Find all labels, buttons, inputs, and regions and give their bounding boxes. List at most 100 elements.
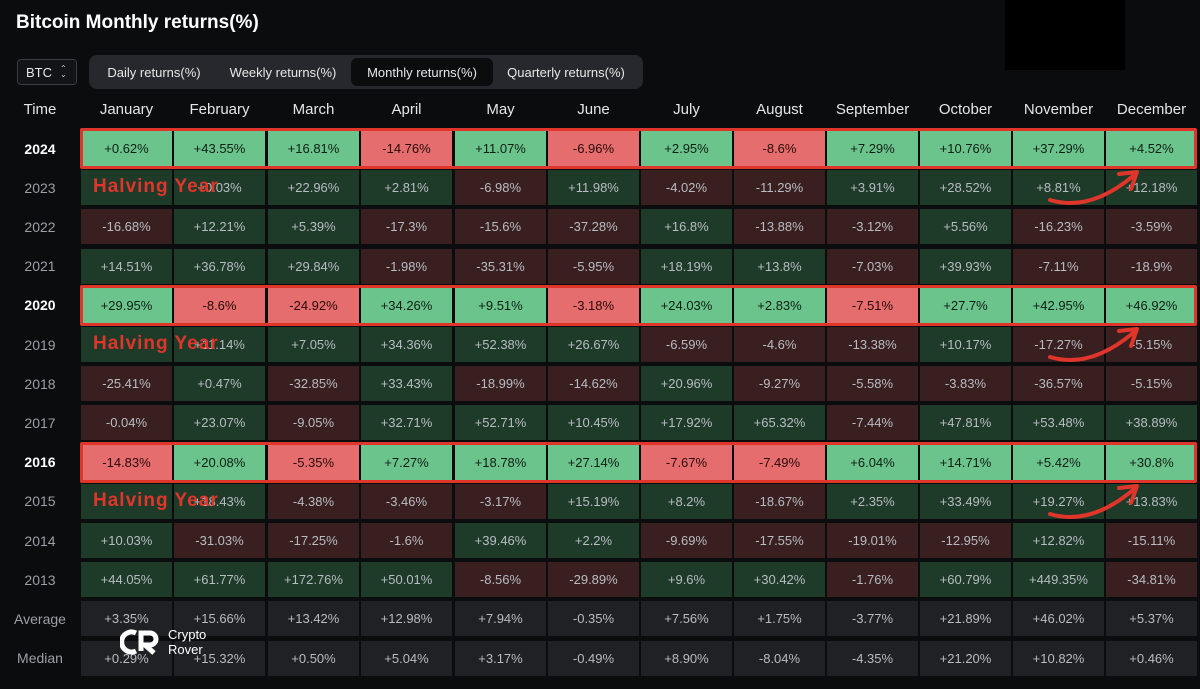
halving-year-label: Halving Year [93, 489, 219, 511]
return-cell: -0.35% [548, 601, 639, 637]
return-cell: +21.20% [920, 640, 1011, 676]
return-cell: -8.6% [734, 131, 825, 166]
return-cell: -18.99% [455, 366, 546, 402]
return-cell: +36.78% [174, 248, 265, 284]
row-label: 2018 [24, 375, 56, 392]
halving-year-label: Halving Year [93, 176, 219, 198]
year-row: 2021 +14.51% +36.78% +29.84% -1.98% -35.31% -5… [0, 247, 1200, 286]
return-cell: -6.98% [455, 170, 546, 206]
return-cell: +60.79% [920, 562, 1011, 598]
return-cell: -6.59% [641, 327, 732, 362]
return-cell: +8.2% [641, 483, 732, 519]
return-cell: +6.04% [827, 444, 918, 480]
return-cell: -13.88% [734, 209, 825, 245]
year-row: 2024 +0.62% +43.55% +16.81% -14.76% +11.07% -6… [0, 129, 1200, 168]
return-cell: +29.84% [268, 248, 359, 284]
return-cell: +4.52% [1106, 131, 1197, 166]
return-cell: +7.05% [268, 327, 359, 362]
return-cell: -7.49% [734, 444, 825, 480]
tab-weekly[interactable]: Weekly returns(%) [229, 64, 337, 80]
return-cell: +11.98% [548, 170, 639, 206]
return-cell: +28.52% [920, 170, 1011, 206]
return-cell: +15.32% [174, 640, 265, 676]
return-cell: +0.46% [1106, 640, 1197, 676]
return-cell: +52.38% [455, 327, 546, 362]
return-cell: +53.48% [1013, 405, 1104, 441]
return-cell: -0.49% [548, 640, 639, 676]
return-cell: -5.95% [548, 248, 639, 284]
return-cell: +30.42% [734, 562, 825, 598]
row-label: 2013 [24, 571, 56, 588]
return-cell: -25.41% [81, 366, 172, 402]
return-cell [81, 327, 172, 362]
return-cell: -9.27% [734, 366, 825, 402]
year-row: 2023 +0.03% +22.96% +2.81% -6.98% +11.98% -4.0… [0, 168, 1200, 207]
return-cell: +14.71% [920, 444, 1011, 480]
tab-daily[interactable]: Daily returns(%) [107, 64, 201, 80]
return-cell: +5.56% [920, 209, 1011, 245]
month-header-august: August [756, 100, 803, 118]
return-cell: +61.77% [174, 562, 265, 598]
return-cell: +7.29% [827, 131, 918, 166]
halving-year-label: Halving Year [93, 333, 219, 354]
return-cell: +20.08% [174, 444, 265, 480]
return-cell: +5.39% [268, 209, 359, 245]
return-cell: +18.43% [174, 483, 265, 519]
return-cell: +33.43% [361, 366, 452, 402]
updown-chevron-icon: ⌃ ⌄ [60, 64, 67, 79]
return-cell: -13.38% [827, 327, 918, 362]
return-cell: +29.95% [81, 287, 172, 323]
month-header-june: June [577, 100, 610, 118]
crypto-rover-logo: Crypto Rover [120, 627, 206, 657]
return-cell: +39.46% [455, 523, 546, 558]
asset-select[interactable]: BTC ⌃ ⌄ [17, 59, 77, 85]
return-cell [81, 170, 172, 206]
logo-line-1: Crypto [168, 627, 207, 642]
crypto-rover-logo-icon [120, 629, 159, 655]
return-cell: -24.92% [268, 287, 359, 323]
return-cell: -15.11% [1106, 523, 1197, 558]
return-cell: +10.76% [920, 131, 1011, 166]
return-cell: +34.36% [361, 327, 452, 362]
redaction-box [1005, 0, 1125, 70]
return-cell: +8.90% [641, 640, 732, 676]
year-row: 2015 +18.43% -4.38% -3.46% -3.17% +15.19% +8.2… [0, 482, 1200, 521]
return-cell: +16.8% [641, 209, 732, 245]
return-cell: -3.46% [361, 483, 452, 519]
row-label: 2015 [24, 493, 56, 510]
month-header-row: Time January February March April May June Jul… [0, 92, 1200, 126]
return-cell: +39.93% [920, 248, 1011, 284]
tab-monthly[interactable]: Monthly returns(%) [351, 58, 493, 86]
return-cell: +65.32% [734, 405, 825, 441]
return-cell: -19.01% [827, 523, 918, 558]
page-title: Bitcoin Monthly returns(%) [16, 12, 259, 33]
return-cell: +37.29% [1013, 131, 1104, 166]
return-cell: +9.6% [641, 562, 732, 598]
return-cell [81, 483, 172, 519]
return-cell: +16.81% [268, 131, 359, 166]
return-cell: +20.96% [641, 366, 732, 402]
return-cell: +44.05% [81, 562, 172, 598]
return-cell: -7.44% [827, 405, 918, 441]
return-cell: +23.07% [174, 405, 265, 441]
return-cell: +3.91% [827, 170, 918, 206]
return-cell: -8.04% [734, 640, 825, 676]
return-cell: +18.19% [641, 248, 732, 284]
return-cell: -7.51% [827, 287, 918, 323]
return-cell: +3.17% [455, 640, 546, 676]
month-header-july: July [673, 100, 700, 118]
year-row: 2018 -25.41% +0.47% -32.85% +33.43% -18.99% -1… [0, 364, 1200, 403]
return-cell: +26.67% [548, 327, 639, 362]
return-cell: -18.67% [734, 483, 825, 519]
return-cell: -0.04% [81, 405, 172, 441]
return-cell: +21.89% [920, 601, 1011, 637]
year-row: 2022 -16.68% +12.21% +5.39% -17.3% -15.6% -37.… [0, 207, 1200, 246]
return-cell: -4.35% [827, 640, 918, 676]
return-cell: -16.68% [81, 209, 172, 245]
row-label: 2024 [24, 140, 56, 157]
return-cell: -34.81% [1106, 562, 1197, 598]
curved-arrow-icon [1048, 170, 1139, 206]
tab-quarterly[interactable]: Quarterly returns(%) [507, 64, 625, 80]
return-cell: +0.03% [174, 170, 265, 206]
return-cell: +27.7% [920, 287, 1011, 323]
